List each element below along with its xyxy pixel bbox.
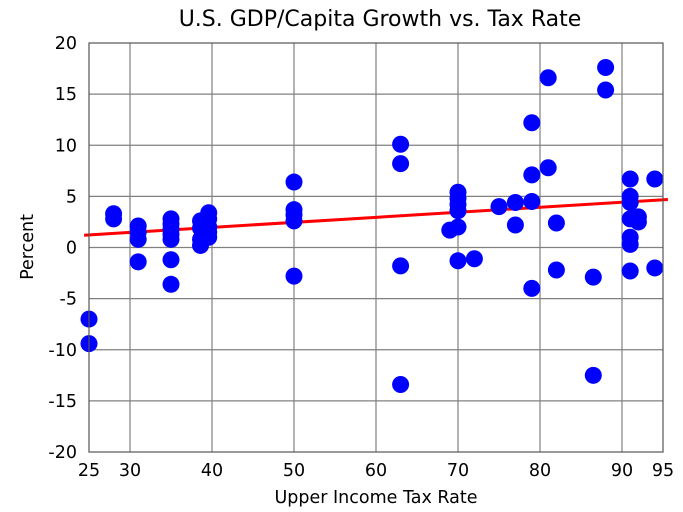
- x-tick-label: 30: [119, 461, 141, 481]
- data-point: [285, 173, 303, 191]
- grid: [89, 43, 663, 452]
- data-point: [465, 250, 483, 268]
- data-point: [523, 114, 541, 132]
- data-point: [584, 268, 602, 286]
- data-point: [506, 216, 524, 234]
- x-tick-label: 50: [283, 461, 305, 481]
- data-point: [449, 202, 467, 220]
- x-tick-label: 95: [652, 461, 674, 481]
- data-point: [646, 259, 664, 277]
- data-point: [523, 192, 541, 210]
- y-tick-label: 10: [55, 136, 77, 156]
- data-point: [449, 252, 467, 270]
- data-point: [539, 69, 557, 87]
- plot-frame: [88, 42, 664, 453]
- y-tick-label: -5: [60, 290, 77, 310]
- data-point: [646, 170, 664, 188]
- data-point: [523, 166, 541, 184]
- y-tick-label: -20: [48, 443, 77, 463]
- y-tick-label: 0: [66, 239, 77, 259]
- y-tick-label: -15: [48, 392, 77, 412]
- x-tick-label: 70: [447, 461, 469, 481]
- data-points: [80, 59, 664, 394]
- data-point: [200, 228, 218, 246]
- trendline: [83, 197, 669, 237]
- data-point: [392, 135, 410, 153]
- y-tick-label: -10: [48, 341, 77, 361]
- chart-title: U.S. GDP/Capita Growth vs. Tax Rate: [179, 7, 582, 32]
- data-point: [621, 235, 639, 253]
- y-tick-label: 20: [55, 34, 77, 54]
- data-point: [392, 155, 410, 173]
- data-point: [547, 261, 565, 279]
- x-tick-label: 80: [529, 461, 551, 481]
- y-tick-label: 15: [55, 85, 77, 105]
- x-tick-label: 60: [365, 461, 387, 481]
- x-tick-label: 90: [611, 461, 633, 481]
- data-point: [392, 257, 410, 275]
- data-point: [129, 253, 147, 271]
- y-tick-label: 5: [66, 187, 77, 207]
- data-point: [162, 251, 180, 269]
- x-axis-label: Upper Income Tax Rate: [274, 488, 477, 508]
- data-point: [621, 262, 639, 280]
- data-point: [490, 198, 508, 216]
- x-tick-labels: 25 30 40 50 60 70 80 90 95: [78, 461, 674, 481]
- data-point: [621, 170, 639, 188]
- data-point: [162, 275, 180, 293]
- data-point: [597, 81, 615, 99]
- trendline-group: [83, 197, 669, 237]
- data-point: [162, 230, 180, 248]
- x-tick-label: 40: [201, 461, 223, 481]
- data-point: [547, 214, 565, 232]
- data-point: [285, 212, 303, 230]
- data-point: [629, 213, 647, 231]
- data-point: [441, 221, 459, 239]
- data-point: [392, 376, 410, 394]
- data-point: [539, 159, 557, 177]
- data-point: [597, 59, 615, 77]
- y-axis-label: Percent: [18, 214, 38, 280]
- data-point: [105, 210, 123, 228]
- y-tick-labels: -20 -15 -10 -5 0 5 10 15 20: [48, 34, 77, 463]
- data-point: [621, 194, 639, 212]
- data-point: [129, 230, 147, 248]
- data-point: [285, 267, 303, 285]
- x-tick-label: 25: [78, 461, 100, 481]
- data-point: [523, 279, 541, 297]
- data-point: [584, 366, 602, 384]
- data-point: [506, 194, 524, 212]
